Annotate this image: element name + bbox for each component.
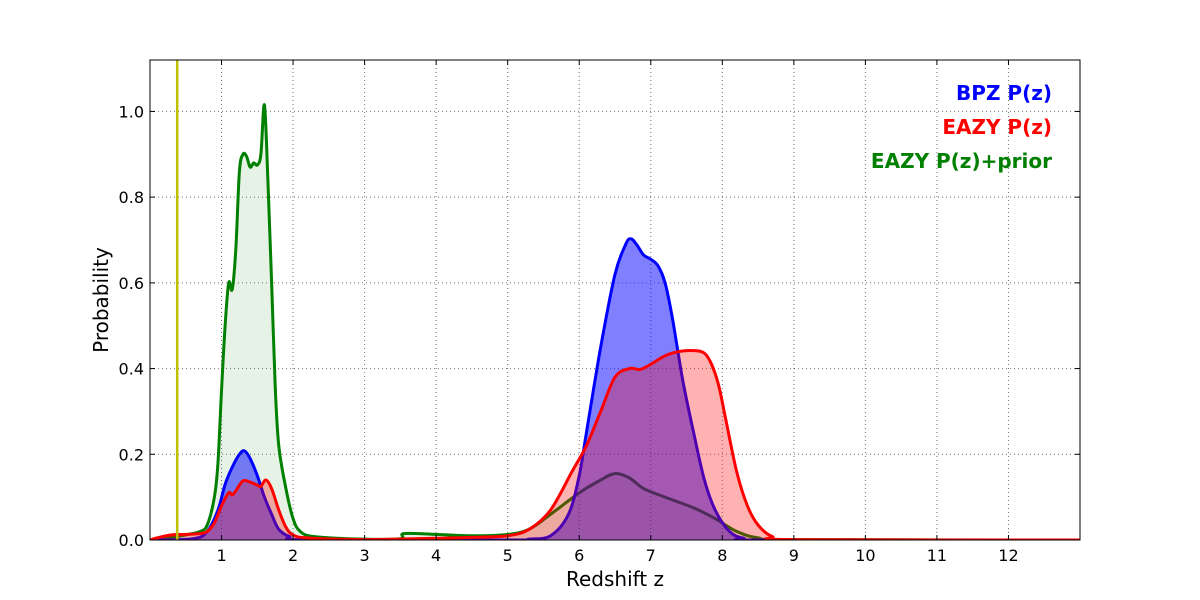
y-tick-label: 1.0 [119, 102, 144, 121]
x-tick-label: 4 [431, 546, 441, 565]
series-line-bpz-p-z [150, 237, 1080, 540]
y-tick-label: 0.8 [119, 188, 144, 207]
x-tick-label: 8 [717, 546, 727, 565]
series-areas [150, 103, 1080, 540]
plot-frame [149, 59, 1081, 541]
legend-entry: EAZY P(z)+prior [871, 149, 1052, 173]
x-tick-label: 2 [288, 546, 298, 565]
x-tick-label: 12 [998, 546, 1018, 565]
axis-ticks: 1 2 3 4 5 6 7 8 9 10 11 120.00.20.40.60.81.0 [119, 60, 1080, 565]
y-tick-label: 0.4 [119, 360, 144, 379]
legend-entry: EAZY P(z) [942, 115, 1052, 139]
y-tick-label: 0.6 [119, 274, 144, 293]
y-axis-label: Probability [89, 247, 113, 353]
x-tick-label: 1 [216, 546, 226, 565]
series-line-eazy-p-z [150, 348, 1080, 540]
x-tick-label: 9 [789, 546, 799, 565]
series-area-bpz-p-z [150, 238, 1080, 540]
x-axis-label: Redshift z [566, 567, 664, 591]
x-tick-label: 5 [503, 546, 513, 565]
y-tick-label: 0.2 [119, 445, 144, 464]
x-tick-label: 10 [855, 546, 875, 565]
legend-entry: BPZ P(z) [956, 81, 1052, 105]
x-tick-label: 6 [574, 546, 584, 565]
x-tick-label: 7 [646, 546, 656, 565]
x-tick-label: 11 [927, 546, 947, 565]
legend: BPZ P(z) EAZY P(z) EAZY P(z)+prior [871, 81, 1052, 173]
x-tick-label: 3 [360, 546, 370, 565]
series-area-eazy-p-z [150, 350, 1080, 540]
y-tick-label: 0.0 [119, 531, 144, 550]
